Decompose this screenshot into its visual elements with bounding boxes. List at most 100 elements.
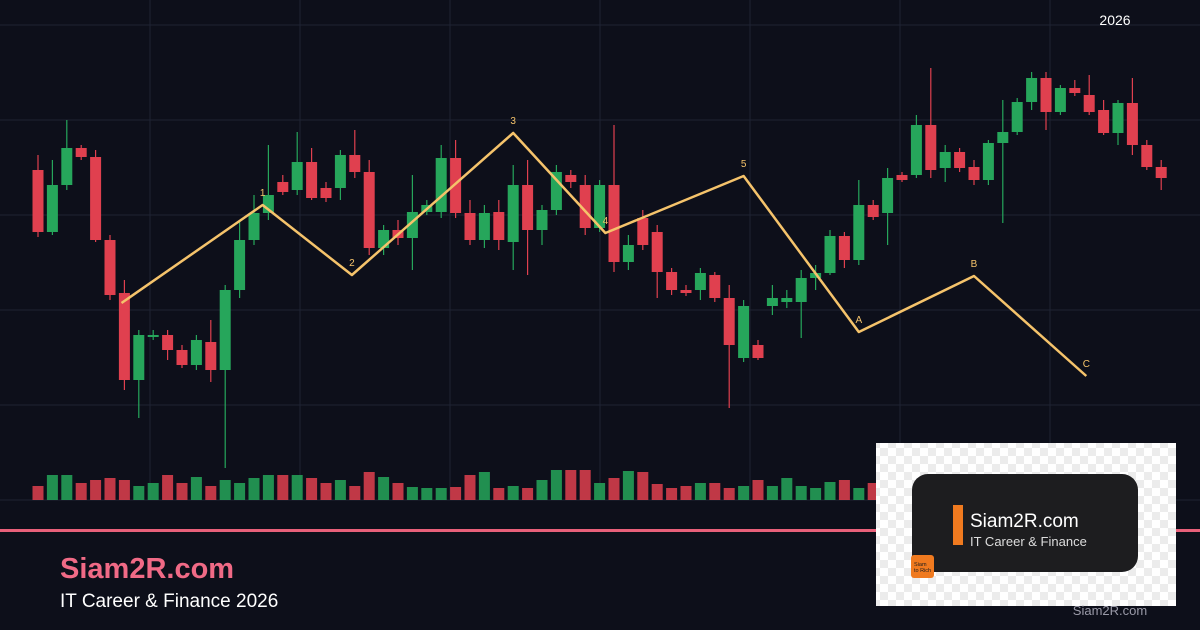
- volume-bar: [104, 478, 116, 500]
- volume-bar: [277, 475, 289, 500]
- candle-body: [594, 185, 606, 228]
- candle-body: [651, 232, 663, 272]
- volume-bar: [752, 480, 764, 500]
- candle-body: [766, 298, 778, 306]
- candle-body: [968, 167, 980, 180]
- volume-bar: [723, 488, 735, 500]
- candle-body: [1112, 103, 1124, 133]
- candle-body: [219, 290, 231, 370]
- volume-bar: [133, 486, 145, 500]
- candle-body: [723, 298, 735, 345]
- candle-body: [320, 188, 332, 198]
- volume-bar: [450, 487, 462, 500]
- wave-label: 3: [510, 116, 516, 127]
- candle-body: [406, 212, 418, 238]
- candle-body: [1098, 110, 1110, 133]
- candle-body: [680, 290, 692, 293]
- candle-body: [1083, 95, 1095, 112]
- candle-body: [925, 125, 937, 170]
- brand-name: Siam2R.com: [60, 553, 234, 585]
- volume-bar: [219, 480, 231, 500]
- volume-bar: [738, 486, 750, 500]
- candle-body: [291, 162, 303, 190]
- volume-bar: [795, 486, 807, 500]
- volume-bar: [118, 480, 130, 500]
- volume-bar: [291, 475, 303, 500]
- candle-body: [378, 230, 390, 248]
- volume-bar: [522, 488, 534, 500]
- logo-bar: [953, 505, 963, 545]
- candle-body: [1126, 103, 1138, 145]
- candle-body: [90, 157, 102, 240]
- volume-bar: [536, 480, 548, 500]
- candle-body: [363, 172, 375, 248]
- volume-bar: [493, 488, 505, 500]
- candle-body: [867, 205, 879, 217]
- candle-body: [75, 148, 87, 157]
- volume-bar: [608, 478, 620, 500]
- candle-body: [838, 236, 850, 260]
- volume-bar: [392, 483, 404, 500]
- candle-body: [982, 143, 994, 180]
- wave-line: [120, 131, 1088, 377]
- candle-body: [162, 335, 174, 350]
- brand-tagline: IT Career & Finance 2026: [60, 591, 278, 612]
- candle-body: [349, 155, 361, 172]
- candle-body: [795, 278, 807, 302]
- candle-body: [896, 175, 908, 180]
- volume-bar: [349, 486, 361, 500]
- candle-body: [997, 132, 1009, 143]
- wave-label: 5: [741, 159, 747, 170]
- candle-body: [334, 155, 346, 188]
- volume-bar: [262, 475, 274, 500]
- volume-bar: [90, 480, 102, 500]
- candle-body: [752, 345, 764, 358]
- logo-badge: [911, 555, 934, 578]
- divider: [0, 529, 1200, 532]
- candle-body: [147, 335, 159, 337]
- candle-body: [61, 148, 73, 185]
- volume-bar: [478, 472, 490, 500]
- candle-body: [608, 185, 620, 262]
- candle-body: [464, 213, 476, 240]
- volume-bar: [838, 480, 850, 500]
- candle-body: [622, 245, 634, 262]
- candle-body: [738, 306, 750, 358]
- volume-bar: [406, 487, 418, 500]
- volume-bar: [594, 483, 606, 500]
- candle-body: [46, 185, 58, 232]
- volume-bar: [709, 483, 721, 500]
- volume-bar: [853, 488, 865, 500]
- volume-bar: [61, 475, 73, 500]
- candle-body: [1155, 167, 1167, 178]
- volume-bar: [306, 478, 318, 500]
- wave-label: A: [855, 315, 862, 326]
- candle-body: [1054, 88, 1066, 112]
- logo-name: Siam2R.com: [970, 511, 1079, 532]
- volume-bar: [579, 470, 591, 500]
- volume-bar: [205, 486, 217, 500]
- candle-body: [939, 152, 951, 168]
- volume-bar: [637, 472, 649, 500]
- candle-body: [579, 185, 591, 228]
- candle-body: [435, 158, 447, 212]
- volume-bar: [32, 486, 44, 500]
- candle-body: [205, 342, 217, 370]
- wave-label: B: [971, 259, 978, 270]
- candle-body: [277, 182, 289, 192]
- candle-body: [910, 125, 922, 175]
- candle-body: [176, 350, 188, 365]
- wave-label: 1: [260, 188, 266, 199]
- candle-body: [1040, 78, 1052, 112]
- volume-bar: [75, 483, 87, 500]
- candle-body: [853, 205, 865, 260]
- candle-body: [493, 212, 505, 240]
- volume-bar: [565, 470, 577, 500]
- volume-bar: [162, 475, 174, 500]
- volume-bar: [507, 486, 519, 500]
- volume-bar: [810, 488, 822, 500]
- logo-card: Siam2R.com IT Career & Finance Siam to R…: [876, 443, 1176, 606]
- candle-body: [709, 275, 721, 298]
- wave-label: C: [1083, 359, 1090, 370]
- candle-body: [118, 293, 130, 380]
